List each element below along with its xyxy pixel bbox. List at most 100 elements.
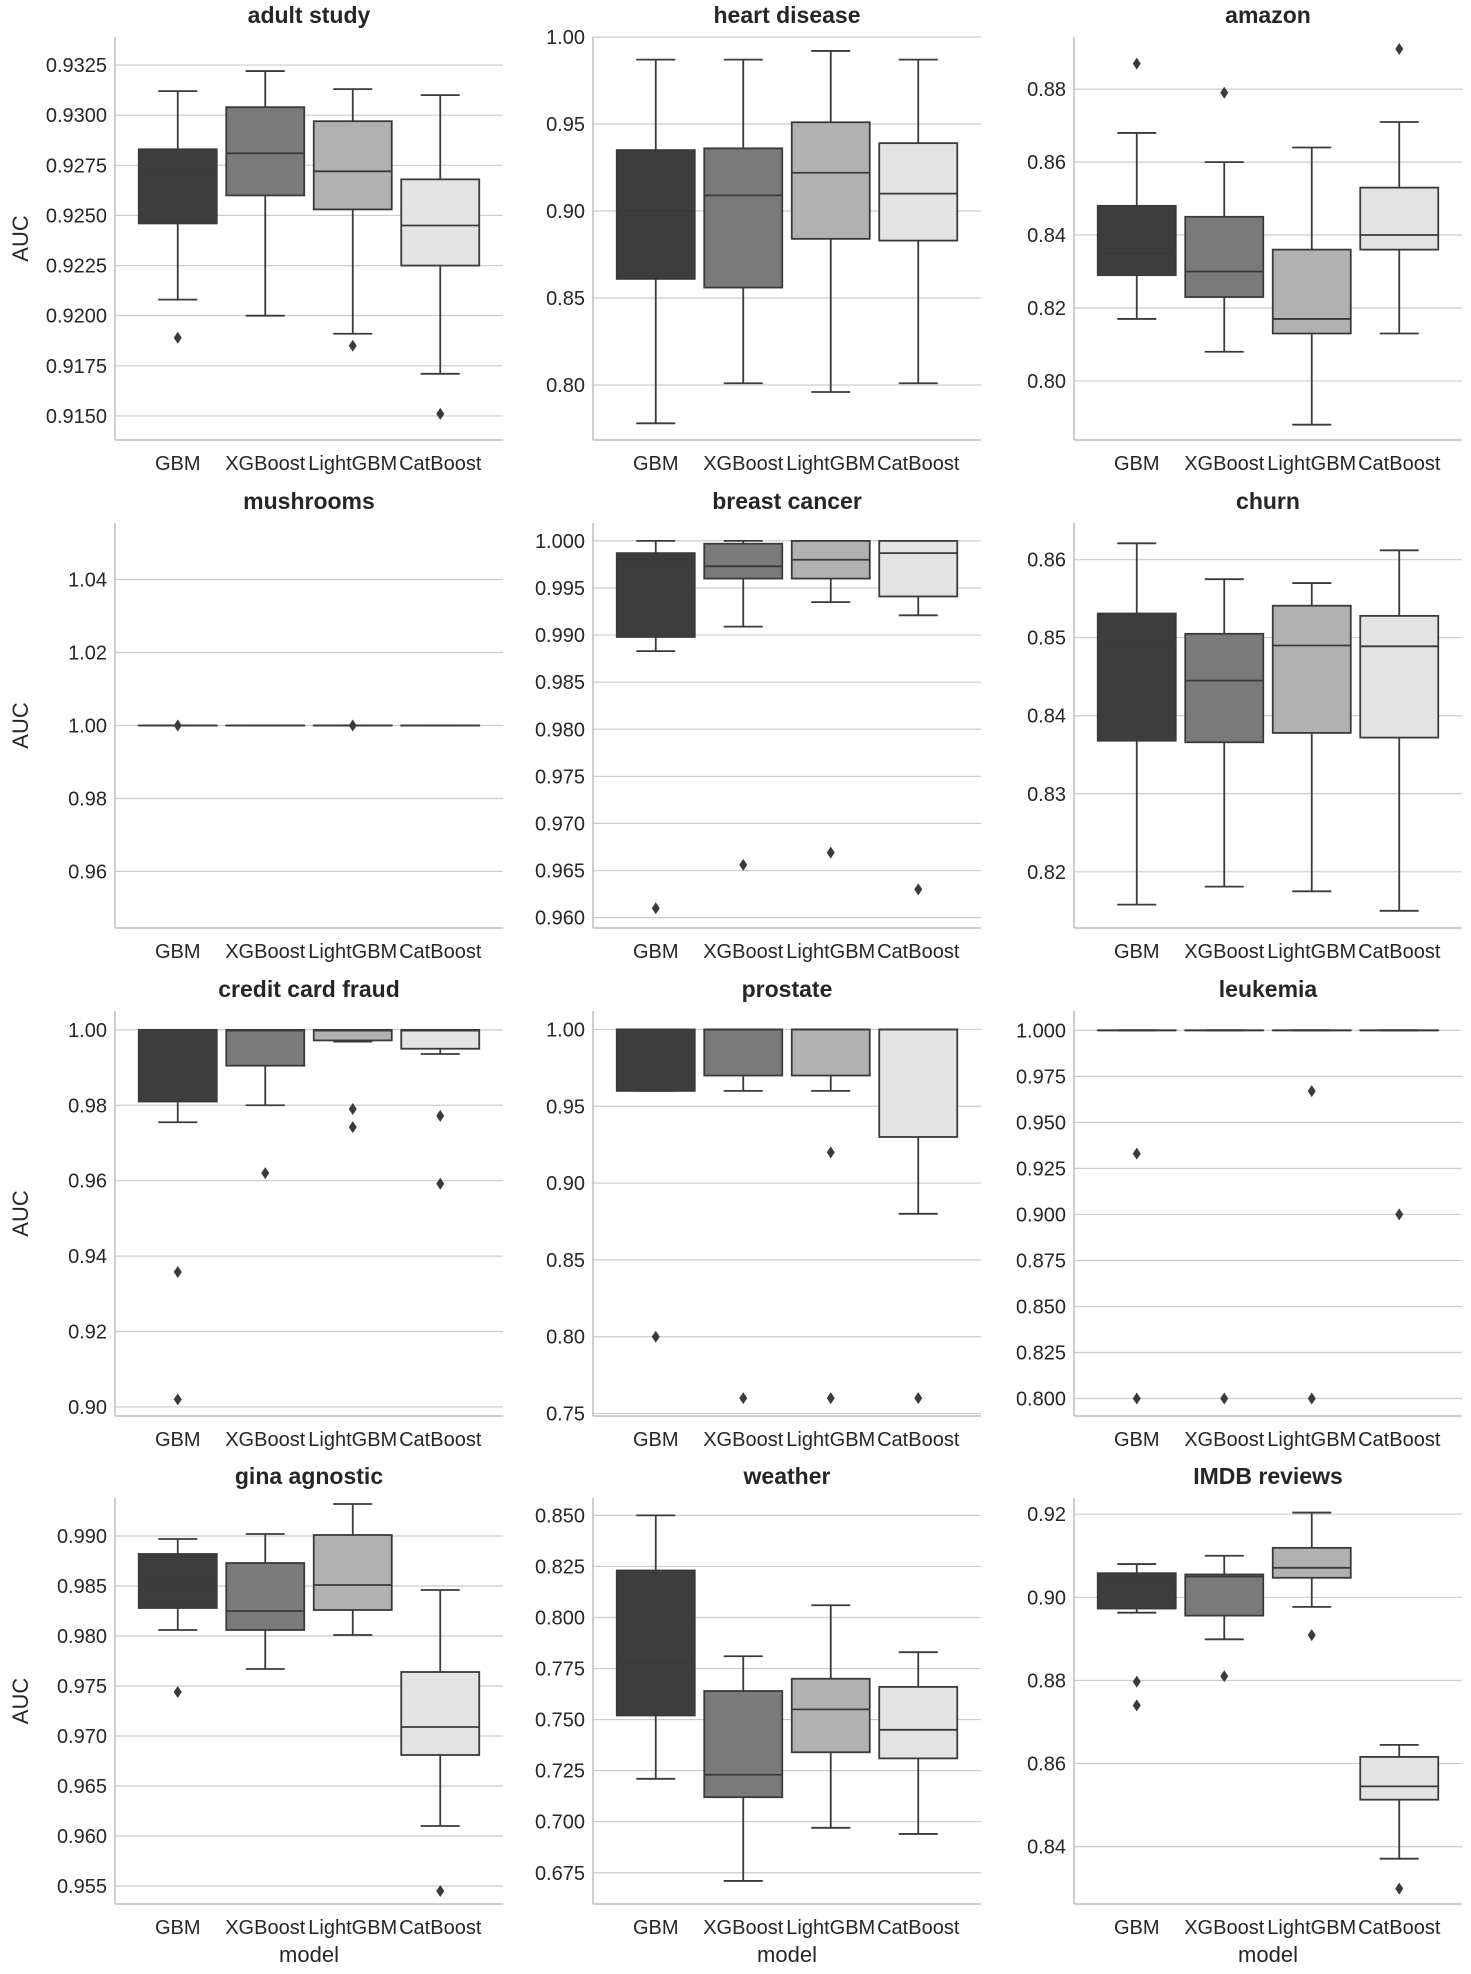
outlier-marker bbox=[173, 1393, 182, 1406]
x-tick-label: CatBoost bbox=[399, 1917, 482, 1939]
y-tick-label: 0.925 bbox=[1016, 1158, 1066, 1180]
iqr-box bbox=[1184, 215, 1265, 298]
panel-title: prostate bbox=[742, 976, 833, 1002]
box-gbm bbox=[137, 719, 218, 732]
y-tick-label: 0.9150 bbox=[46, 406, 107, 428]
outlier-marker bbox=[826, 1392, 835, 1405]
y-tick-label: 0.86 bbox=[1027, 550, 1066, 572]
y-tick-label: 0.950 bbox=[1016, 1112, 1066, 1134]
y-tick-label: 0.80 bbox=[546, 375, 585, 397]
outlier-marker bbox=[1220, 1392, 1229, 1405]
box-lightgbm bbox=[1271, 582, 1352, 893]
panel-title: leukemia bbox=[1219, 976, 1318, 1002]
y-tick-label: 0.970 bbox=[535, 813, 585, 835]
y-tick-label: 0.960 bbox=[57, 1826, 107, 1848]
panel-5: churn 0.82 0.83 0.84 0.85 0.86 GBM XGBoost Light… bbox=[1027, 488, 1462, 963]
x-tick-label: CatBoost bbox=[1358, 1917, 1441, 1939]
box-gbm bbox=[137, 1538, 218, 1698]
outlier-marker bbox=[436, 1109, 445, 1122]
box-gbm bbox=[1096, 542, 1177, 906]
box-catboost bbox=[1359, 43, 1440, 335]
y-tick-label: 0.9200 bbox=[46, 306, 107, 328]
outlier-marker bbox=[1307, 1085, 1316, 1098]
iqr-box bbox=[1359, 1755, 1440, 1801]
y-tick-label: 0.990 bbox=[57, 1526, 107, 1548]
y-tick-label: 0.800 bbox=[1016, 1389, 1066, 1411]
outlier-marker bbox=[1395, 1882, 1404, 1895]
box-gbm bbox=[137, 90, 218, 344]
box-gbm bbox=[615, 58, 696, 425]
box-gbm bbox=[137, 1028, 218, 1406]
outlier-marker bbox=[348, 1121, 357, 1134]
box-xgboost bbox=[1184, 578, 1265, 888]
y-tick-label: 0.725 bbox=[535, 1761, 585, 1783]
panel-title: credit card fraud bbox=[218, 976, 400, 1002]
x-tick-label: GBM bbox=[633, 1917, 679, 1939]
outlier-marker bbox=[1395, 43, 1404, 56]
outlier-marker bbox=[739, 1392, 748, 1405]
x-tick-label: GBM bbox=[1114, 1429, 1160, 1451]
iqr-box bbox=[1271, 604, 1352, 734]
x-tick-label: CatBoost bbox=[877, 453, 960, 475]
x-tick-label: XGBoost bbox=[1184, 453, 1264, 475]
iqr-box bbox=[878, 1686, 959, 1760]
iqr-box bbox=[703, 1028, 784, 1077]
y-tick-label: 0.96 bbox=[68, 1171, 107, 1193]
x-tick-label: CatBoost bbox=[877, 1429, 960, 1451]
box-catboost bbox=[400, 1028, 481, 1190]
y-tick-label: 0.84 bbox=[1027, 1837, 1066, 1859]
y-tick-label: 0.84 bbox=[1027, 706, 1066, 728]
panel-2: amazon 0.80 0.82 0.84 0.86 0.88 GBM XGBoost Ligh… bbox=[1027, 2, 1462, 475]
y-tick-label: 0.900 bbox=[1016, 1204, 1066, 1226]
iqr-box bbox=[790, 1028, 871, 1077]
x-axis-label: model bbox=[757, 1942, 817, 1967]
x-tick-label: CatBoost bbox=[1358, 453, 1441, 475]
y-tick-label: 0.985 bbox=[57, 1576, 107, 1598]
y-tick-label: 0.955 bbox=[57, 1876, 107, 1898]
y-tick-label: 0.90 bbox=[546, 1173, 585, 1195]
box-catboost bbox=[878, 1651, 959, 1835]
y-tick-label: 0.965 bbox=[57, 1776, 107, 1798]
x-tick-label: GBM bbox=[1114, 453, 1160, 475]
panel-title: amazon bbox=[1225, 2, 1311, 28]
panel-0: adult study 0.9150 0.9175 0.9200 0.9225 0.925… bbox=[8, 2, 503, 475]
x-tick-label: XGBoost bbox=[225, 453, 305, 475]
x-tick-label: XGBoost bbox=[1184, 941, 1264, 963]
x-tick-label: LightGBM bbox=[1267, 1917, 1356, 1939]
iqr-box bbox=[1271, 1546, 1352, 1579]
iqr-box bbox=[1184, 632, 1265, 744]
y-tick-label: 0.85 bbox=[1027, 628, 1066, 650]
y-tick-label: 0.9175 bbox=[46, 356, 107, 378]
y-tick-label: 0.9275 bbox=[46, 155, 107, 177]
iqr-box bbox=[1096, 1572, 1177, 1610]
outlier-marker bbox=[1132, 1699, 1141, 1712]
box-gbm bbox=[1096, 1563, 1177, 1712]
y-tick-label: 0.86 bbox=[1027, 152, 1066, 174]
iqr-box bbox=[615, 1028, 696, 1092]
x-tick-label: CatBoost bbox=[399, 453, 482, 475]
y-tick-label: 0.800 bbox=[535, 1607, 585, 1629]
y-tick-label: 0.975 bbox=[57, 1676, 107, 1698]
outlier-marker bbox=[436, 1885, 445, 1897]
iqr-box bbox=[1271, 248, 1352, 335]
x-tick-label: LightGBM bbox=[1267, 1429, 1356, 1451]
box-xgboost bbox=[703, 58, 784, 385]
x-tick-label: GBM bbox=[1114, 1917, 1160, 1939]
y-tick-label: 0.980 bbox=[57, 1626, 107, 1648]
box-catboost bbox=[1359, 549, 1440, 912]
y-tick-label: 0.95 bbox=[546, 114, 585, 136]
panel-title: mushrooms bbox=[243, 488, 375, 514]
panel-1: heart disease 0.80 0.85 0.90 0.95 1.00 GBM XGBo… bbox=[546, 2, 981, 475]
outlier-marker bbox=[739, 858, 748, 871]
iqr-box bbox=[225, 106, 306, 197]
x-tick-label: XGBoost bbox=[703, 941, 783, 963]
outlier-marker bbox=[1307, 1392, 1316, 1405]
iqr-box bbox=[703, 147, 784, 289]
box-catboost bbox=[400, 1589, 481, 1897]
box-lightgbm bbox=[312, 1503, 393, 1636]
outlier-marker bbox=[651, 902, 660, 915]
x-tick-label: GBM bbox=[155, 1917, 201, 1939]
iqr-box bbox=[400, 178, 481, 267]
y-tick-label: 1.00 bbox=[546, 1019, 585, 1041]
